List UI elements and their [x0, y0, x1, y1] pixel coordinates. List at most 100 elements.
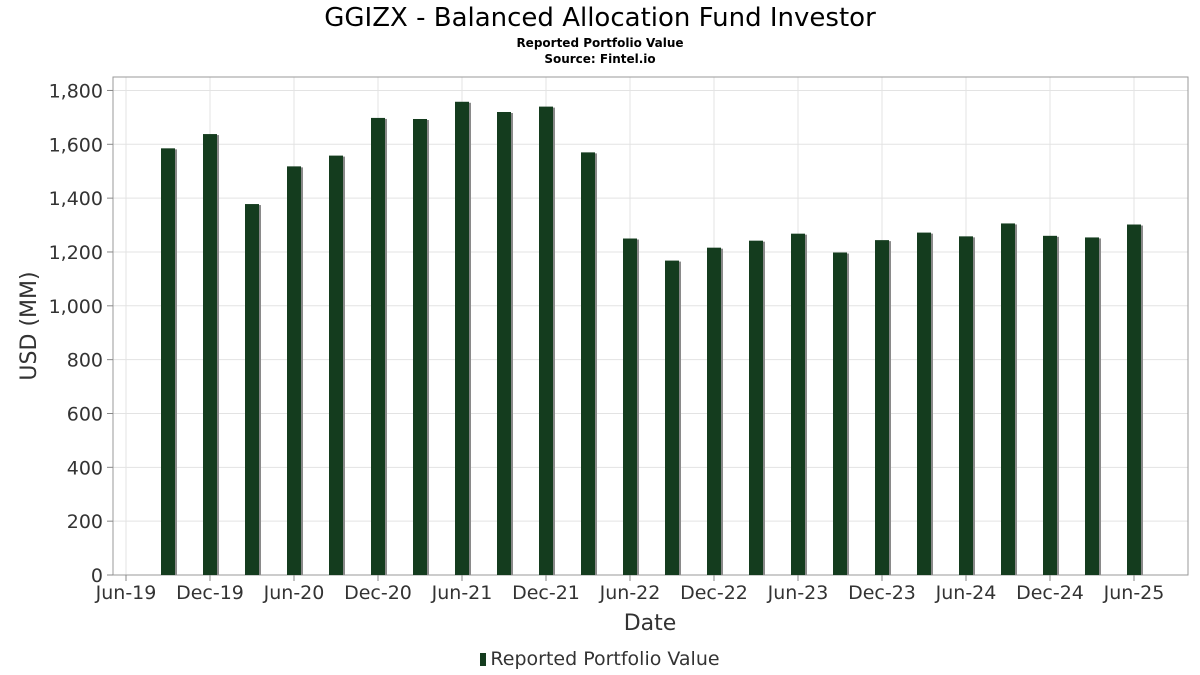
bar-fill: [833, 252, 847, 575]
bar-shadow: [510, 112, 513, 575]
bar: [749, 240, 765, 575]
bar: [245, 204, 261, 575]
bar: [875, 240, 891, 575]
bar-shadow: [342, 156, 345, 575]
bar-fill: [623, 238, 637, 575]
bar-shadow: [216, 135, 219, 575]
bar-shadow: [804, 234, 807, 576]
bars-group: [161, 101, 1143, 576]
bar: [161, 148, 177, 575]
bar-shadow: [426, 119, 429, 575]
bar-shadow: [888, 241, 891, 575]
chart-subtitle: Reported Portfolio Value: [516, 36, 684, 50]
x-tick-label: Dec-21: [512, 582, 580, 604]
x-tick-label: Jun-25: [1103, 582, 1165, 604]
bar-shadow: [846, 253, 849, 575]
bar-shadow: [762, 241, 765, 575]
bar: [959, 236, 975, 576]
bar-shadow: [300, 167, 303, 576]
bar: [413, 118, 429, 575]
bar: [1127, 224, 1143, 575]
bar: [581, 152, 597, 575]
bar: [1043, 235, 1059, 575]
x-tick-label: Dec-19: [176, 582, 244, 604]
bar-shadow: [594, 153, 597, 575]
y-axis: 0 200 400 600 800 1,000 1,200 1,400 1,600 1,800: [49, 80, 113, 587]
y-tick-label: 1,600: [49, 134, 103, 156]
bar-fill: [539, 106, 553, 575]
x-tick-label: Jun-21: [431, 582, 493, 604]
y-tick-label: 600: [67, 403, 103, 425]
bar: [665, 260, 681, 575]
bar: [833, 252, 849, 575]
chart-source: Source: Fintel.io: [544, 52, 656, 66]
legend-swatch: [480, 653, 487, 666]
bar-fill: [1085, 237, 1099, 575]
legend: Reported Portfolio Value: [0, 647, 1200, 671]
bar-shadow: [1098, 238, 1101, 575]
bar-shadow: [174, 149, 177, 575]
bar-fill: [959, 236, 973, 576]
y-tick-label: 1,400: [49, 188, 103, 210]
x-tick-label: Dec-22: [680, 582, 748, 604]
x-tick-label: Jun-24: [935, 582, 997, 604]
bar-shadow: [1140, 225, 1143, 575]
bar-shadow: [636, 239, 639, 575]
x-tick-label: Jun-19: [95, 582, 157, 604]
bar: [791, 233, 807, 576]
x-axis: Jun-19 Dec-19 Jun-20 Dec-20 Jun-21 Dec-21 Jun-…: [95, 575, 1165, 604]
x-tick-label: Jun-22: [599, 582, 661, 604]
bar-fill: [245, 204, 259, 575]
bar: [539, 106, 555, 575]
y-tick-label: 1,000: [49, 296, 103, 318]
bar-fill: [917, 232, 931, 575]
chart-title: GGIZX - Balanced Allocation Fund Investo…: [324, 3, 876, 33]
bar: [455, 101, 471, 575]
y-tick-label: 400: [67, 457, 103, 479]
bar-shadow: [972, 237, 975, 576]
x-tick-label: Dec-24: [1016, 582, 1084, 604]
bar: [203, 134, 219, 575]
y-axis-label: USD (MM): [17, 271, 42, 380]
bar: [623, 238, 639, 575]
bar: [287, 166, 303, 576]
grid-lines: [113, 77, 1188, 576]
bar-shadow: [720, 248, 723, 575]
bar-shadow: [552, 107, 555, 575]
bar-shadow: [1056, 236, 1059, 575]
y-tick-label: 1,200: [49, 242, 103, 264]
bar-shadow: [678, 261, 681, 575]
bar-shadow: [258, 205, 261, 575]
bar: [1085, 237, 1101, 575]
bar: [917, 232, 933, 575]
bar-shadow: [930, 233, 933, 575]
bar-fill: [1001, 223, 1015, 576]
y-tick-label: 0: [91, 565, 103, 587]
y-tick-label: 800: [67, 350, 103, 372]
plot-frame: [112, 76, 1189, 576]
bar-fill: [329, 155, 343, 575]
y-tick-label: 200: [67, 511, 103, 533]
bar-fill: [1043, 235, 1057, 575]
bar: [497, 111, 513, 575]
bar-shadow: [1014, 224, 1017, 576]
bar-fill: [665, 260, 679, 575]
bar-shadow: [384, 118, 387, 576]
bar-fill: [161, 148, 175, 575]
bar-fill: [749, 240, 763, 575]
bar-fill: [581, 152, 595, 575]
bar-fill: [791, 233, 805, 576]
legend-label: Reported Portfolio Value: [490, 648, 720, 670]
bar: [329, 155, 345, 575]
bar-fill: [413, 118, 427, 575]
bar-fill: [875, 240, 889, 575]
bar-fill: [371, 117, 385, 576]
bar: [1001, 223, 1017, 576]
x-tick-label: Jun-20: [263, 582, 325, 604]
x-tick-label: Jun-23: [767, 582, 829, 604]
bar-fill: [1127, 224, 1141, 575]
bar-shadow: [468, 102, 471, 575]
x-tick-label: Dec-23: [848, 582, 916, 604]
x-axis-label: Date: [624, 611, 677, 636]
